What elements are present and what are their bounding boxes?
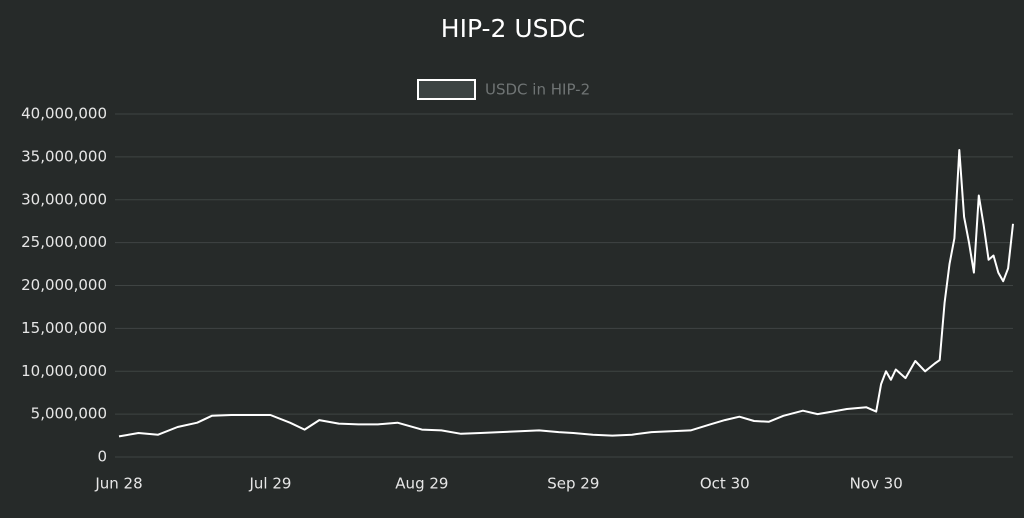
y-tick-label: 15,000,000	[21, 319, 107, 337]
legend-swatch[interactable]	[417, 79, 476, 100]
x-tick-label: Jun 28	[94, 475, 142, 493]
y-tick-label: 0	[97, 448, 107, 466]
y-tick-label: 20,000,000	[21, 276, 107, 294]
x-tick-label: Aug 29	[395, 475, 448, 493]
y-tick-label: 35,000,000	[21, 147, 107, 165]
x-tick-label: Nov 30	[850, 475, 903, 493]
y-tick-label: 30,000,000	[21, 190, 107, 208]
x-tick-label: Sep 29	[547, 475, 599, 493]
legend-label[interactable]: USDC in HIP-2	[485, 81, 590, 99]
data-line	[118, 149, 1014, 438]
chart-title: HIP-2 USDC	[441, 14, 585, 43]
y-tick-label: 5,000,000	[31, 405, 107, 423]
y-tick-label: 25,000,000	[21, 233, 107, 251]
y-tick-label: 10,000,000	[21, 362, 107, 380]
x-tick-label: Jul 29	[248, 475, 291, 493]
x-tick-label: Oct 30	[700, 475, 750, 493]
y-tick-label: 40,000,000	[21, 105, 107, 123]
